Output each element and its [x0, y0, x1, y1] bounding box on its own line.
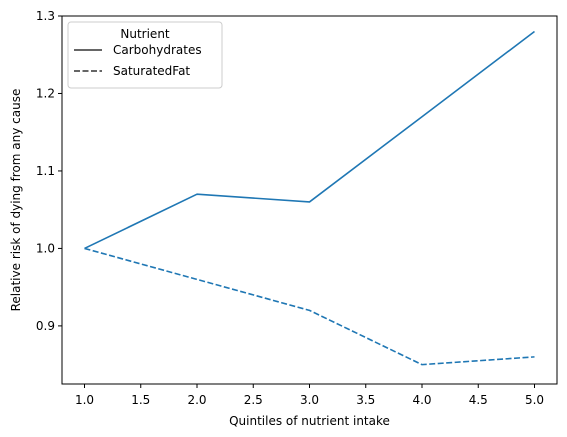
legend-label: SaturatedFat	[113, 64, 190, 78]
y-tick-label: 1.2	[36, 86, 55, 100]
x-tick-label: 5.0	[525, 393, 544, 407]
legend-title: Nutrient	[120, 27, 170, 41]
legend-label: Carbohydrates	[113, 43, 202, 57]
x-tick-label: 4.0	[412, 393, 431, 407]
x-tick-label: 4.5	[469, 393, 488, 407]
x-tick-label: 3.0	[300, 393, 319, 407]
y-tick-label: 1.0	[36, 241, 55, 255]
series-line-carbohydrates	[84, 30, 535, 250]
y-tick-label: 1.1	[36, 164, 55, 178]
y-tick-label: 1.3	[36, 9, 55, 23]
x-tick-label: 1.0	[75, 393, 94, 407]
x-tick-label: 2.5	[244, 393, 263, 407]
y-tick-label: 0.9	[36, 319, 55, 333]
legend: Nutrient Carbohydrates SaturatedFat	[67, 21, 223, 89]
x-axis-label: Quintiles of nutrient intake	[229, 414, 390, 428]
legend-box	[67, 21, 223, 89]
series-layer	[84, 30, 535, 366]
x-tick-label: 3.5	[356, 393, 375, 407]
y-axis-label: Relative risk of dying from any cause	[9, 89, 23, 312]
x-tick-label: 2.0	[187, 393, 206, 407]
x-tick-label: 1.5	[131, 393, 150, 407]
x-axis: 1.0 1.5 2.0 2.5 3.0 3.5 4.0 4.5 5.0	[75, 384, 544, 407]
series-line-saturatedfat	[84, 247, 535, 366]
y-axis: 0.9 1.0 1.1 1.2 1.3	[36, 9, 62, 333]
